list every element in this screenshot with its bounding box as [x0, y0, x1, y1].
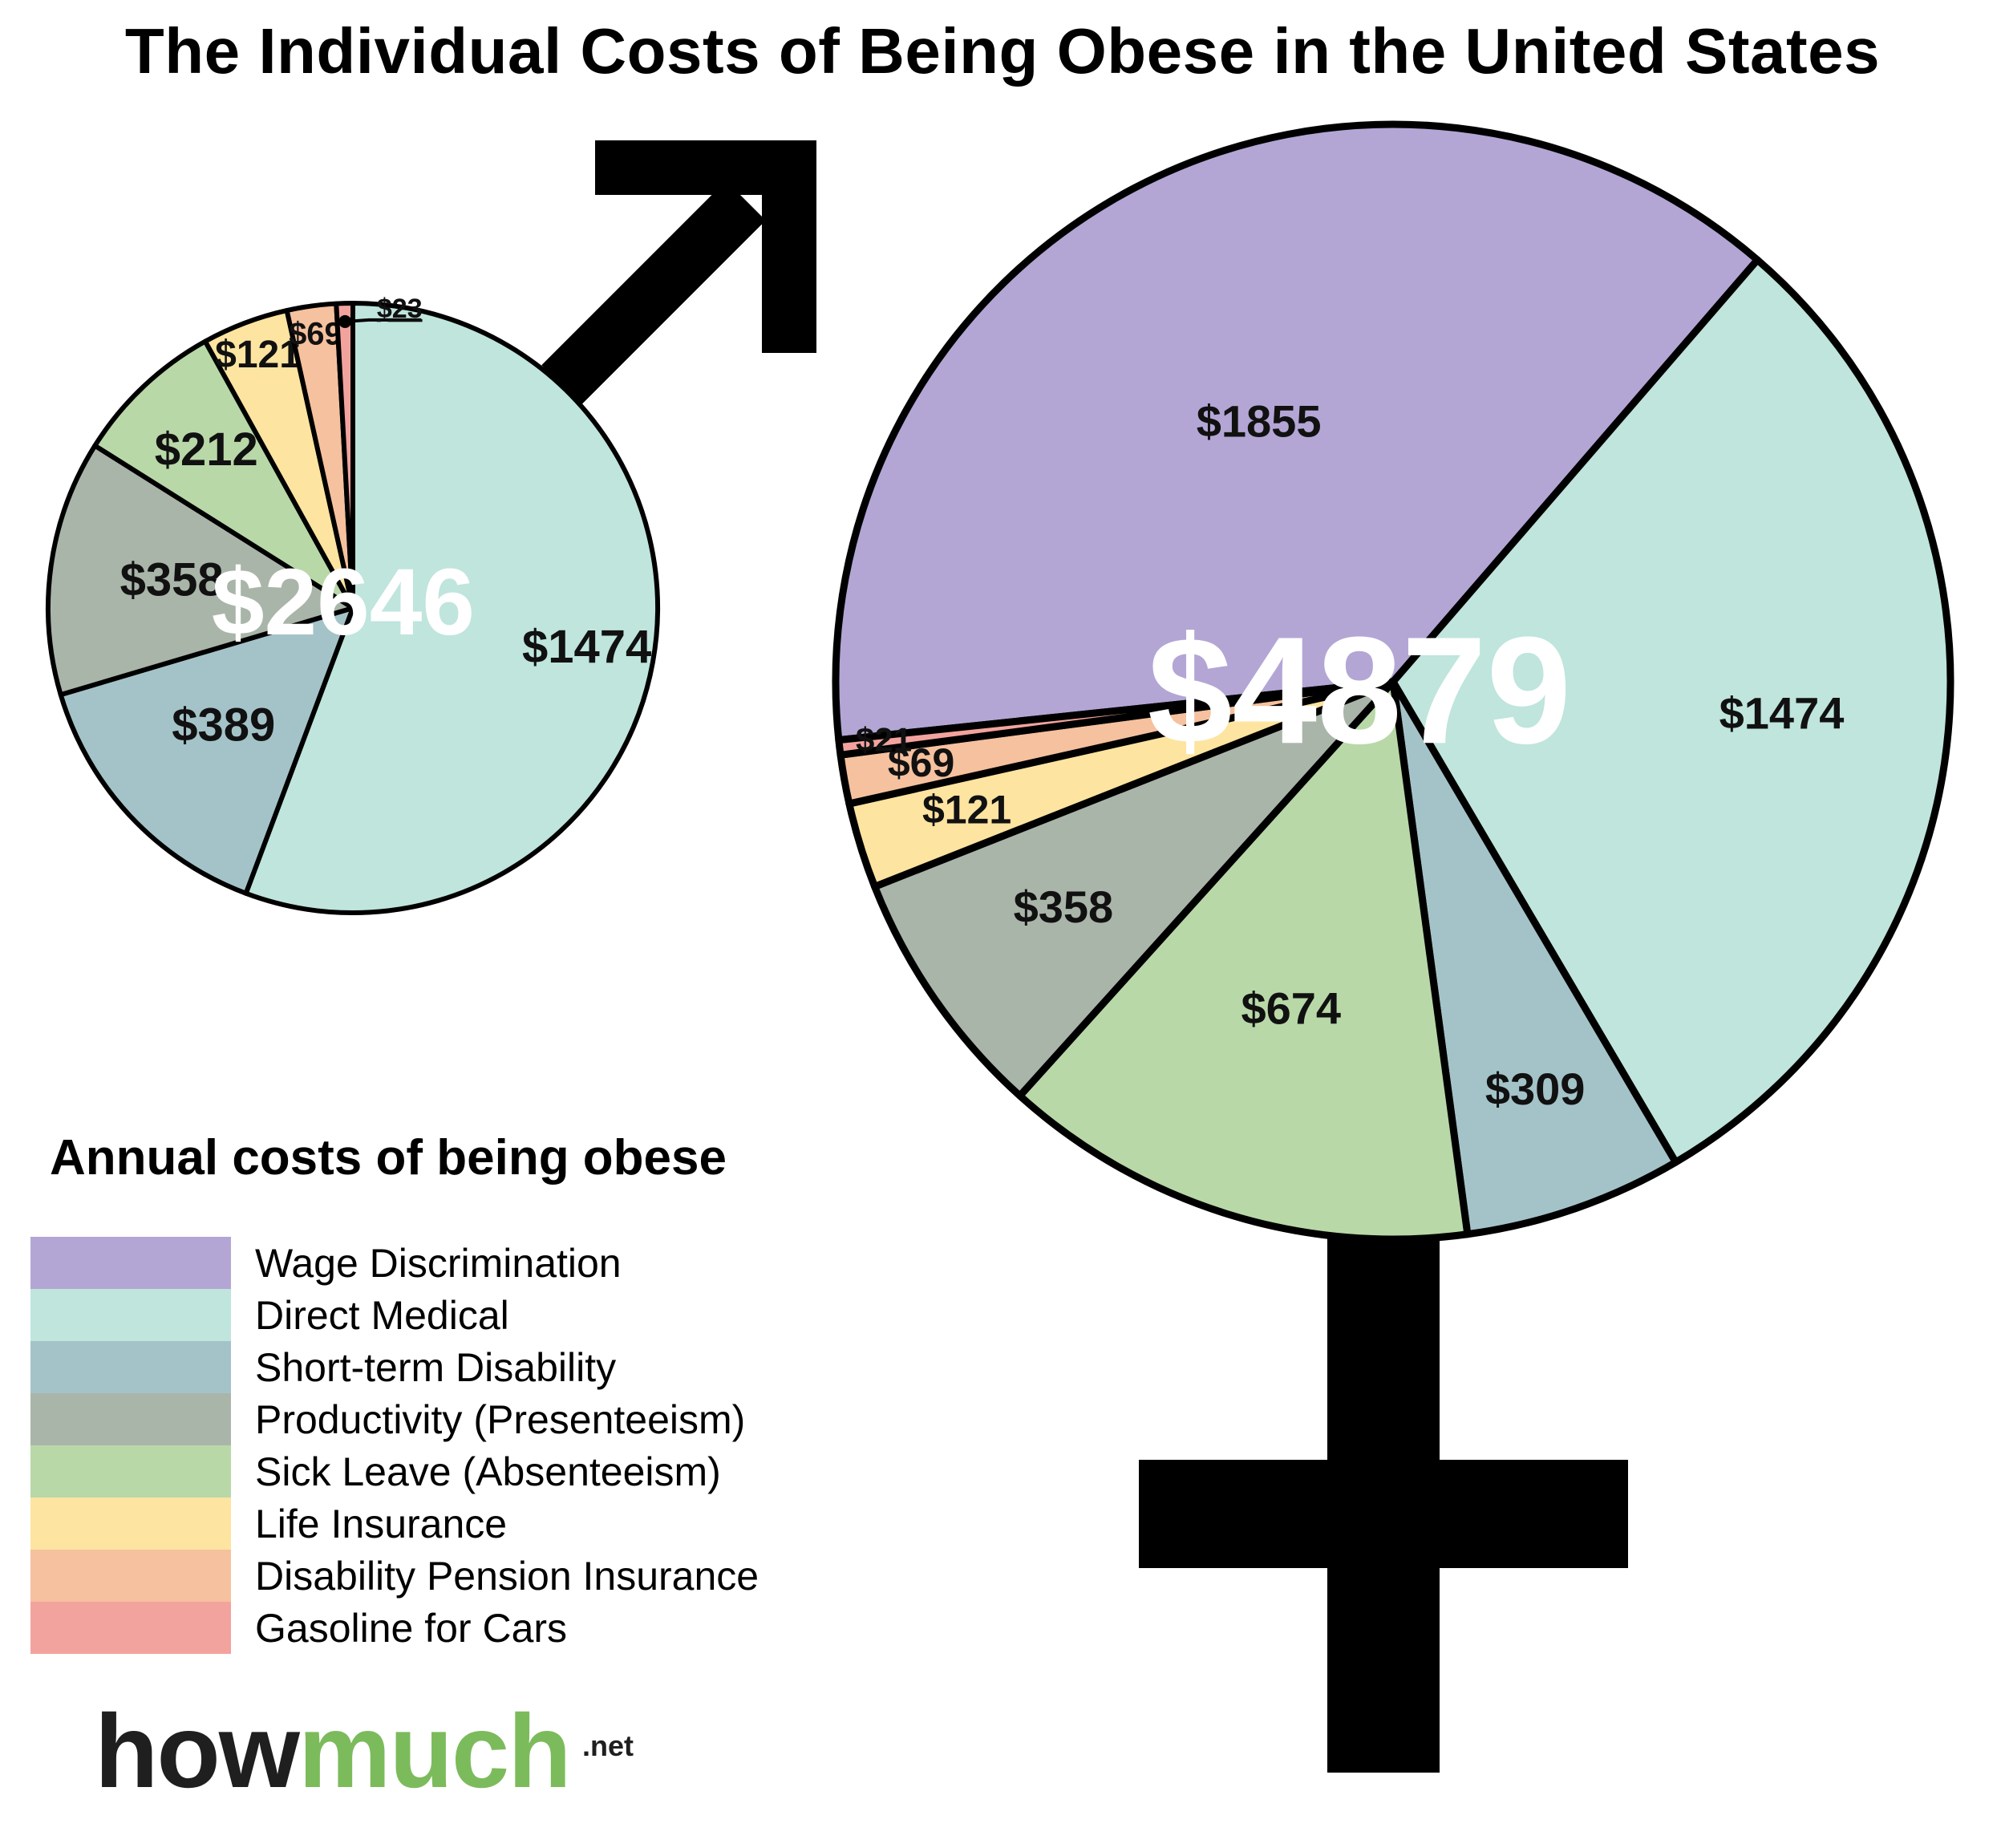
legend-swatch-productivity	[30, 1393, 231, 1445]
legend-label: Life Insurance	[255, 1501, 508, 1546]
logo-much: much	[298, 1692, 572, 1810]
pie-label: $21	[856, 721, 912, 759]
pie-slice-gasoline-for-cars	[835, 678, 1397, 759]
legend-swatch-sick-leave	[30, 1445, 231, 1497]
legend-swatch-life-insurance	[30, 1497, 231, 1550]
female-pie: $1855$1474$309$674$358$121$69$21 $4879	[832, 120, 1954, 1243]
legend-swatch-wage-discrimination	[30, 1237, 231, 1289]
pie-label: $1474	[522, 621, 651, 673]
pie-label: $389	[172, 699, 275, 752]
legend-label: Direct Medical	[255, 1292, 509, 1338]
leader-line	[345, 318, 422, 323]
pie-label: $358	[1014, 881, 1114, 932]
pie-label: $1474	[1719, 688, 1845, 739]
pie-total: $4879	[1148, 606, 1571, 776]
legend-item: Wage Discrimination	[30, 1237, 759, 1289]
pie-slice-sick-leave-absenteeism	[1016, 678, 1472, 1243]
pie-label: $358	[120, 553, 224, 606]
pie-slice-sick-leave-absenteeism	[92, 338, 355, 610]
logo-net: .net	[582, 1729, 634, 1762]
pie-slice-direct-medical	[1389, 256, 1954, 1166]
legend-item: Sick Leave (Absenteeism)	[30, 1445, 759, 1497]
pie-label: $121	[922, 788, 1011, 833]
legend-label: Sick Leave (Absenteeism)	[255, 1449, 721, 1494]
male-pie: $1474 $389 $358 $212 $121$69 $23 $2646	[46, 294, 660, 915]
pie-label: $1855	[1197, 395, 1322, 446]
legend-item: Gasoline for Cars	[30, 1602, 759, 1654]
legend-item: Life Insurance	[30, 1497, 759, 1550]
logo-how: how	[95, 1692, 300, 1810]
howmuch-logo: howmuch	[95, 1699, 572, 1803]
legend-title: Annual costs of being obese	[50, 1130, 727, 1185]
pie-total: $2646	[212, 549, 475, 655]
pie-label: $69	[289, 317, 342, 352]
female-symbol-cross	[1139, 1195, 1628, 1773]
legend: Wage Discrimination Direct Medical Short…	[30, 1237, 759, 1654]
pie-label: $674	[1241, 983, 1341, 1033]
pie-label: $309	[1485, 1064, 1586, 1114]
pie-slice-short-term-disability	[1389, 678, 1679, 1238]
legend-label: Disability Pension Insurance	[255, 1553, 759, 1599]
pie-label: $121	[215, 334, 301, 376]
pie-label: $23	[377, 294, 423, 324]
legend-item: Productivity (Presenteeism)	[30, 1393, 759, 1445]
legend-swatch-direct-medical	[30, 1289, 231, 1341]
male-symbol-arrow	[541, 140, 816, 405]
legend-label: Short-term Disability	[255, 1344, 617, 1390]
pie-label: $212	[155, 424, 258, 476]
legend-swatch-disability-pension	[30, 1550, 231, 1602]
pie-slice-short-term-disability	[58, 606, 355, 896]
pie-slice-direct-medical	[243, 301, 660, 915]
legend-label: Productivity (Presenteeism)	[255, 1396, 746, 1442]
pie-slice-wage-discrimination	[832, 120, 1761, 744]
legend-item: Disability Pension Insurance	[30, 1550, 759, 1602]
legend-item: Direct Medical	[30, 1289, 759, 1341]
legend-item: Short-term Disability	[30, 1341, 759, 1393]
legend-label: Gasoline for Cars	[255, 1605, 568, 1651]
legend-label: Wage Discrimination	[255, 1240, 622, 1286]
pie-slice-productivity-presenteeism	[871, 678, 1397, 1100]
legend-swatch-short-term-disability	[30, 1341, 231, 1393]
pie-slice-gasoline-for-cars	[334, 301, 355, 610]
pie-slice-productivity-presenteeism	[46, 443, 355, 698]
chart-title: The Individual Costs of Being Obese in t…	[124, 15, 1881, 87]
legend-swatch-gasoline	[30, 1602, 231, 1654]
